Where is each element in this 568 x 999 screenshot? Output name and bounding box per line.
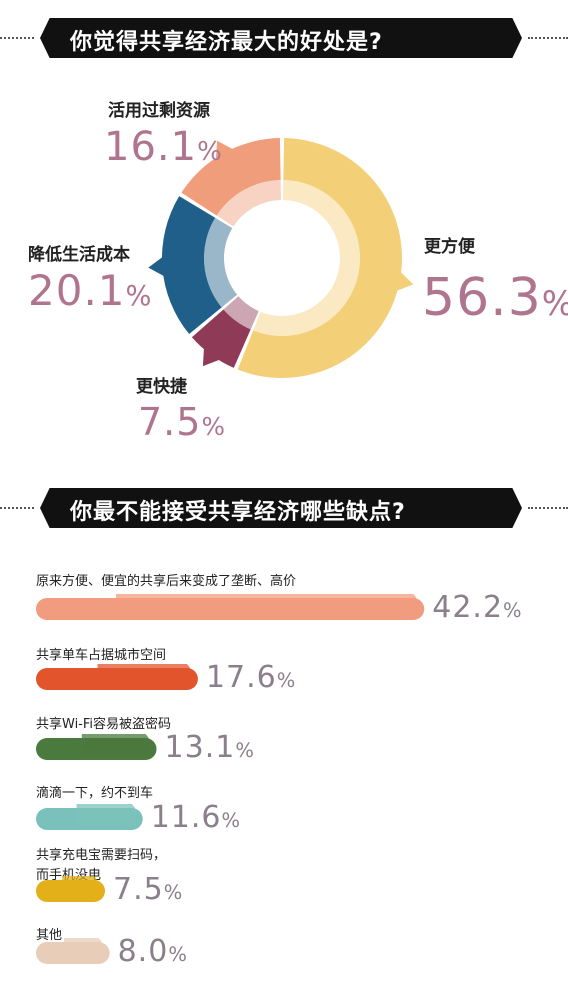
donut-slice-inner [253,180,361,337]
bar-overlay [81,734,151,756]
bar-value-1: 42.2% [432,590,523,625]
section1-banner: 你觉得共享经济最大的好处是? [0,16,568,60]
section2-title: 你最不能接受共享经济哪些缺点? [70,500,406,525]
section1-title: 你觉得共享经济最大的好处是? [70,30,383,55]
slice-value-更快捷: 7.5% [138,400,226,444]
bar-label-3: 共享Wi-Fi容易被盗密码 [36,717,172,732]
bar-3 [36,734,157,760]
slice-value-活用过剩资源: 16.1% [104,124,223,170]
donut-slice-inner [223,296,259,330]
bar-value-4: 11.6% [150,800,242,835]
bar-label-1: 原来方便、便宜的共享后来变成了垄断、高价 [36,574,297,589]
donut-chart [148,138,414,378]
bar-4 [36,804,143,830]
donut-slice [162,196,222,335]
slice-value-降低生活成本: 20.1% [28,266,153,315]
banner-dots-left [0,37,34,39]
slice-label-更方便: 更方便 [424,237,475,257]
donut-slice-arrow [215,140,235,161]
bar-label-2: 共享单车占据城市空间 [36,648,167,663]
bar-overlay [97,664,192,686]
banner-dots-left [0,507,34,509]
bar-overlay [116,594,419,616]
donut-slice [181,138,281,216]
section2-banner: 你最不能接受共享经济哪些缺点? [0,486,568,530]
donut-slice-inner [216,180,281,227]
donut-slice-inner [204,217,238,308]
bar-value-2: 17.6% [205,660,297,695]
donut-slice-arrow [395,270,414,292]
banner-dots-right [528,37,568,39]
donut-slice [191,309,251,368]
slice-label-活用过剩资源: 活用过剩资源 [108,101,210,121]
bar-label-4: 滴滴一下，约不到车 [36,786,154,801]
donut-slice-arrow [148,255,166,278]
bar-overlay [62,876,99,898]
bar-2 [36,664,198,690]
slice-label-降低生活成本: 降低生活成本 [28,245,130,265]
donut-slice-arrow [202,346,222,367]
bar-1 [36,594,425,620]
donut-slice [237,138,402,378]
slice-value-更方便: 56.3% [422,268,568,328]
bar-value-3: 13.1% [164,730,255,765]
bar-6 [36,938,110,964]
bar-overlay [63,938,104,960]
slice-label-更快捷: 更快捷 [136,377,187,397]
bar-overlay [76,804,137,826]
banner-bar [40,18,522,58]
bar-value-5: 7.5% [113,872,184,907]
bar-label-6: 其他 [36,928,63,943]
banner-bar [40,488,522,528]
banner-dots-right [528,507,568,509]
bar-value-6: 8.0% [117,934,188,969]
bar-5 [36,876,105,902]
